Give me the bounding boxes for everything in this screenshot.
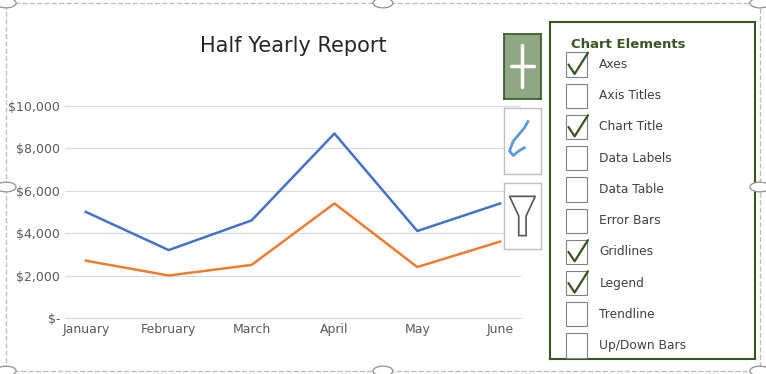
FancyBboxPatch shape <box>566 177 587 202</box>
FancyBboxPatch shape <box>566 302 587 327</box>
Text: Chart Title: Chart Title <box>599 120 663 134</box>
Text: Axis Titles: Axis Titles <box>599 89 661 102</box>
FancyBboxPatch shape <box>566 115 587 139</box>
Text: Error Bars: Error Bars <box>599 214 661 227</box>
FancyBboxPatch shape <box>566 52 587 77</box>
Text: Axes: Axes <box>599 58 629 71</box>
FancyBboxPatch shape <box>566 334 587 358</box>
FancyBboxPatch shape <box>566 84 587 108</box>
Text: Chart Elements: Chart Elements <box>571 38 685 50</box>
FancyBboxPatch shape <box>566 209 587 233</box>
Text: Gridlines: Gridlines <box>599 245 653 258</box>
FancyBboxPatch shape <box>566 240 587 264</box>
Text: Trendline: Trendline <box>599 308 655 321</box>
FancyBboxPatch shape <box>566 271 587 295</box>
Text: Up/Down Bars: Up/Down Bars <box>599 339 686 352</box>
Text: Data Labels: Data Labels <box>599 152 672 165</box>
Text: Data Table: Data Table <box>599 183 664 196</box>
FancyBboxPatch shape <box>566 146 587 170</box>
Title: Half Yearly Report: Half Yearly Report <box>200 37 386 56</box>
Text: Legend: Legend <box>599 277 644 289</box>
